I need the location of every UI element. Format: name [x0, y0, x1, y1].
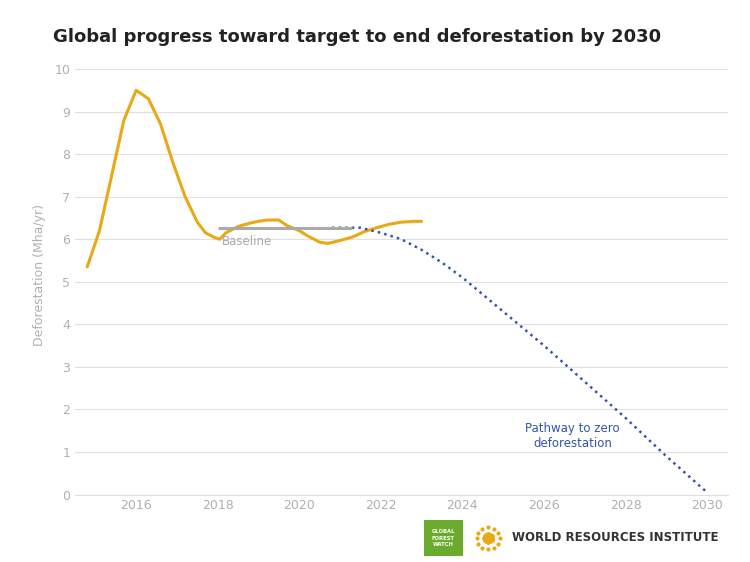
Text: Global progress toward target to end deforestation by 2030: Global progress toward target to end def… [53, 28, 661, 46]
Y-axis label: Deforestation (Mha/yr): Deforestation (Mha/yr) [33, 205, 46, 346]
Text: GLOBAL
FOREST
WATCH: GLOBAL FOREST WATCH [431, 529, 455, 547]
Text: Baseline: Baseline [222, 235, 272, 248]
Text: WORLD RESOURCES INSTITUTE: WORLD RESOURCES INSTITUTE [512, 531, 718, 545]
Text: Pathway to zero
deforestation: Pathway to zero deforestation [525, 422, 620, 450]
